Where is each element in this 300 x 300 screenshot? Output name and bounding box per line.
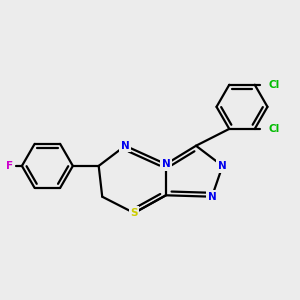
Text: N: N	[161, 159, 170, 169]
Text: Cl: Cl	[268, 124, 279, 134]
Text: N: N	[121, 141, 130, 151]
Text: Cl: Cl	[269, 80, 280, 90]
Text: S: S	[130, 208, 138, 218]
Text: F: F	[6, 161, 13, 171]
Text: N: N	[218, 161, 227, 171]
Text: N: N	[208, 192, 216, 202]
